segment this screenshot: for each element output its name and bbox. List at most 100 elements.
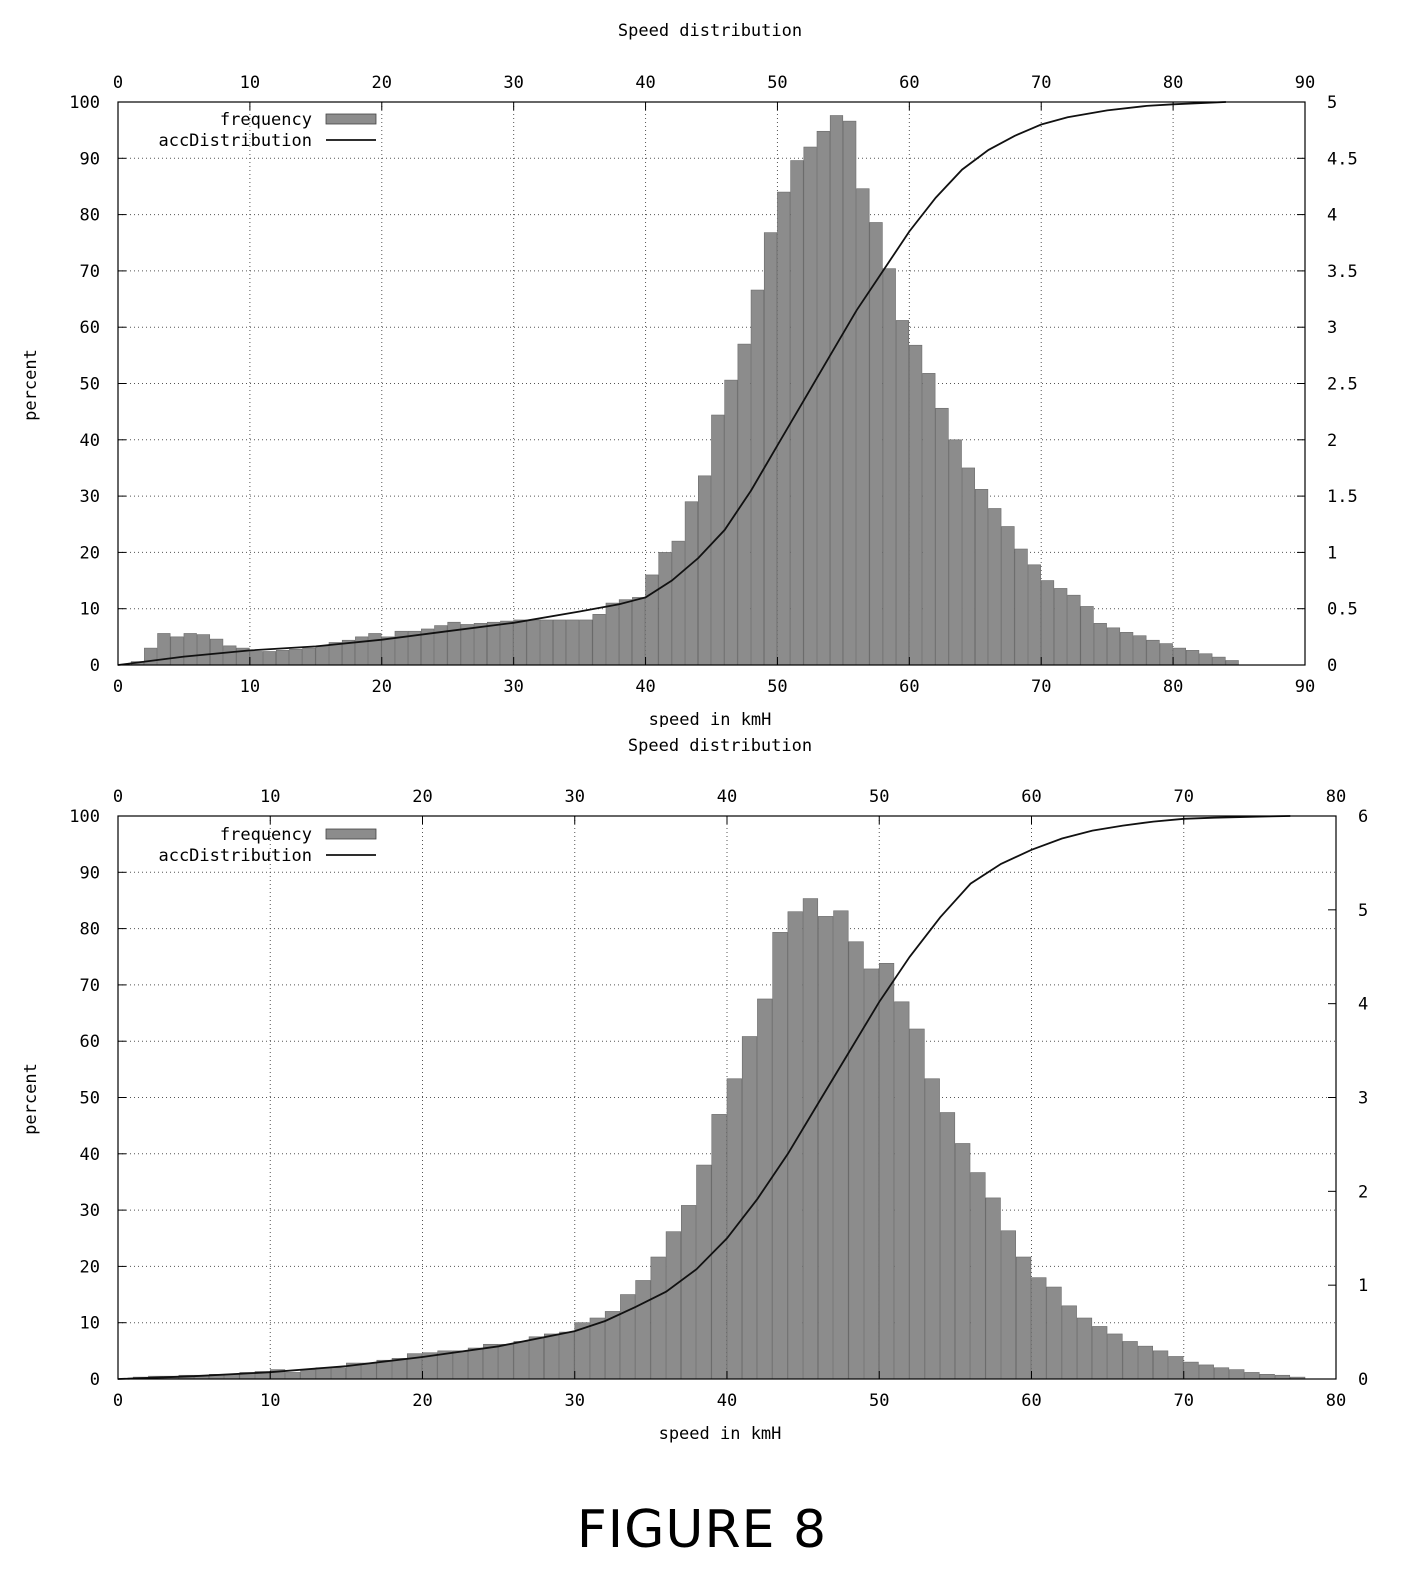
x-tick-label-top: 0 — [113, 73, 123, 93]
bar-frequency — [974, 489, 989, 666]
bar-frequency — [467, 1347, 484, 1380]
y2-tick-label: 4.5 — [1327, 149, 1358, 169]
bar-frequency — [1153, 1350, 1169, 1380]
bar-frequency — [315, 1367, 331, 1380]
bar-frequency — [498, 1343, 514, 1380]
y-tick-label: 10 — [80, 600, 100, 620]
legend-label-accdistribution: accDistribution — [158, 846, 312, 866]
y-tick-label: 20 — [80, 1257, 100, 1277]
y-tick-label: 0 — [90, 1370, 100, 1390]
y-tick-label: 20 — [80, 543, 100, 563]
bar-frequency — [856, 188, 870, 666]
y2-tick-label: 2 — [1358, 1182, 1368, 1202]
bar-frequency — [381, 636, 395, 666]
bar-frequency — [513, 1341, 529, 1380]
x-tick-label-bottom: 80 — [1163, 677, 1183, 697]
y2-tick-label: 3 — [1358, 1089, 1368, 1109]
x-tick-label-top: 60 — [1021, 787, 1041, 807]
bar-frequency — [543, 1333, 560, 1380]
bar-frequency — [961, 467, 975, 666]
y-tick-label: 90 — [80, 149, 100, 169]
bar-frequency — [1054, 588, 1068, 666]
bar-frequency — [803, 146, 817, 666]
bar-frequency — [1080, 606, 1094, 666]
bar-frequency — [711, 414, 725, 666]
bar-frequency — [922, 373, 936, 666]
bar-frequency — [289, 648, 303, 666]
bar-frequency — [1183, 1361, 1199, 1380]
bar-frequency — [1122, 1341, 1138, 1380]
bar-frequency — [486, 621, 501, 666]
chart-title: Speed distribution — [618, 21, 802, 41]
bar-frequency — [460, 624, 474, 666]
bar-frequency — [829, 115, 844, 666]
bar-frequency — [787, 911, 803, 1380]
bar-frequency — [848, 941, 864, 1380]
y2-tick-label: 1.5 — [1327, 487, 1358, 507]
bar-frequency — [300, 1369, 316, 1380]
x-axis-label: speed in kmH — [649, 710, 772, 727]
bar-frequency — [1014, 548, 1028, 666]
bar-frequency — [144, 647, 158, 666]
y2-tick-label: 6 — [1358, 807, 1368, 827]
bar-frequency — [818, 916, 834, 1380]
bar-frequency — [1120, 632, 1134, 666]
bar-frequency — [1198, 1364, 1214, 1380]
x-tick-label-top: 20 — [372, 73, 392, 93]
y-tick-label: 80 — [80, 920, 100, 940]
bar-frequency — [1092, 1326, 1108, 1380]
bar-frequency — [552, 619, 567, 666]
bar-frequency — [772, 932, 788, 1380]
x-tick-label-bottom: 60 — [899, 677, 919, 697]
bar-frequency — [948, 439, 962, 666]
y2-tick-label: 1 — [1327, 543, 1337, 563]
bar-frequency — [473, 623, 487, 666]
y2-tick-label: 4 — [1358, 995, 1368, 1015]
bar-frequency — [1046, 1286, 1062, 1380]
x-axis-label: speed in kmH — [659, 1424, 782, 1444]
bar-frequency — [302, 647, 316, 666]
x-tick-label-bottom: 90 — [1295, 677, 1315, 697]
plot-area: 0010102020303040405050606070708080909001… — [69, 73, 1357, 697]
y-tick-label: 10 — [80, 1314, 100, 1334]
y-tick-label: 100 — [69, 807, 100, 827]
bar-frequency — [589, 1317, 605, 1380]
y-tick-label: 70 — [80, 976, 100, 996]
bar-frequency — [452, 1350, 468, 1380]
plot-area: 0010102020303040405050606070708080010203… — [69, 787, 1368, 1411]
y2-tick-label: 1 — [1358, 1276, 1368, 1296]
x-tick-label-top: 30 — [503, 73, 523, 93]
y-tick-label: 30 — [80, 1201, 100, 1221]
y-tick-label: 50 — [80, 1089, 100, 1109]
bar-frequency — [924, 1078, 940, 1380]
x-tick-label-bottom: 20 — [412, 1391, 432, 1411]
bar-frequency — [483, 1343, 499, 1380]
bar-frequency — [262, 651, 276, 666]
x-tick-label-top: 0 — [113, 787, 123, 807]
x-tick-label-top: 60 — [899, 73, 919, 93]
bar-frequency — [939, 1112, 956, 1380]
bar-frequency — [1199, 653, 1213, 666]
bar-frequency — [1244, 1372, 1260, 1380]
bar-frequency — [592, 614, 606, 666]
bar-frequency — [833, 910, 849, 1380]
bar-frequency — [1106, 627, 1121, 666]
x-tick-label-bottom: 70 — [1031, 677, 1051, 697]
bar-frequency — [1093, 623, 1107, 666]
bar-frequency — [650, 1256, 666, 1380]
bar-frequency — [1225, 660, 1239, 666]
x-tick-label-bottom: 50 — [767, 677, 787, 697]
legend: frequency accDistribution — [158, 825, 377, 866]
bar-frequency — [513, 619, 527, 666]
bar-frequency — [1159, 643, 1173, 666]
x-tick-label-bottom: 10 — [240, 677, 260, 697]
bar-frequency — [645, 574, 659, 666]
bar-frequency — [579, 619, 593, 666]
bar-frequency — [275, 650, 290, 666]
bar-frequency — [1133, 635, 1147, 666]
bar-frequency — [698, 475, 712, 666]
y2-tick-label: 0 — [1358, 1370, 1368, 1390]
bar-frequency — [1172, 647, 1186, 666]
y2-tick-label: 2 — [1327, 431, 1337, 451]
bar-frequency — [223, 645, 237, 666]
